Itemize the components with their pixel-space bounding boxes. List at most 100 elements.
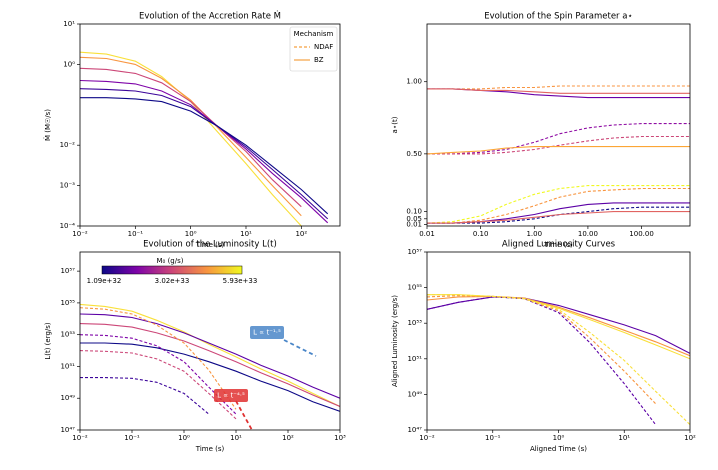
x-tick-label: 1.00: [526, 230, 542, 238]
plot-area: [80, 303, 340, 420]
data-line: [80, 307, 237, 410]
data-line: [80, 303, 340, 407]
x-tick-label: 0.01: [419, 230, 435, 238]
y-tick-label: 10⁵⁷: [407, 248, 422, 256]
data-line: [427, 187, 690, 224]
y-tick-label: 1.00: [406, 78, 422, 86]
x-tick-label: 10⁻²: [72, 434, 88, 442]
colorbar-label: 5.93e+33: [223, 277, 258, 285]
data-line: [427, 295, 690, 357]
data-line: [427, 123, 690, 155]
legend-label: NDAF: [314, 43, 333, 51]
chart-title: Evolution of the Accretion Rate Ṁ: [139, 11, 281, 22]
chart-title: Evolution of the Spin Parameter a⋆: [484, 12, 633, 22]
y-axis-label: Ṁ (M☉/s): [43, 109, 52, 141]
data-line: [80, 97, 329, 215]
data-line: [427, 294, 690, 425]
y-tick-label: 0.50: [406, 150, 422, 158]
y-tick-label: 10¹: [63, 20, 75, 28]
data-line: [80, 56, 302, 217]
y-axis-label: Aligned Luminosity (erg/s): [391, 295, 399, 387]
data-line: [80, 51, 302, 226]
chart-title: Evolution of the Luminosity L(t): [143, 240, 277, 250]
y-tick-label: 0.10: [406, 208, 422, 216]
annotation-text: L ∝ t⁻⁴·⁵: [217, 392, 245, 400]
legend-label: BZ: [314, 56, 324, 64]
x-tick-label: 10²: [295, 230, 307, 238]
data-line: [80, 334, 237, 415]
data-line: [427, 185, 690, 224]
y-axis-label: L(t) (erg/s): [44, 322, 52, 360]
y-tick-label: 10⁴⁹: [60, 394, 75, 402]
data-line: [427, 295, 656, 405]
axes-frame: [426, 251, 691, 431]
y-tick-label: 0.05: [406, 215, 422, 223]
data-line: [427, 146, 690, 155]
data-line: [427, 296, 690, 354]
data-line: [80, 377, 210, 415]
x-tick-label: 10⁰: [553, 434, 565, 442]
legend-title: Mechanism: [294, 30, 334, 38]
x-axis-label: Aligned Time (s): [530, 445, 587, 453]
x-tick-label: 10⁻¹: [128, 230, 144, 238]
data-line: [80, 342, 340, 412]
x-tick-label: 10⁰: [185, 230, 197, 238]
x-tick-label: 10²: [282, 434, 294, 442]
annotation-text: L ∝ t⁻¹·⁵: [253, 329, 281, 337]
axes-frame: [426, 23, 691, 227]
x-tick-label: 10⁻¹: [485, 434, 501, 442]
y-tick-label: 10⁴⁷: [407, 426, 422, 434]
y-tick-label: 10⁻³: [60, 182, 76, 190]
x-tick-label: 10²: [684, 434, 696, 442]
y-tick-label: 10⁰: [63, 60, 75, 68]
x-axis-label: Time (s): [195, 241, 225, 249]
x-axis-label: Time (s): [195, 445, 225, 453]
chart-title: Aligned Luminosity Curves: [502, 240, 616, 250]
y-tick-label: 10⁵⁵: [407, 284, 422, 292]
y-tick-label: 10⁴⁷: [60, 426, 75, 434]
annotation-guide: [283, 339, 317, 357]
axes-frame: [79, 251, 341, 431]
y-tick-label: 10⁵⁵: [60, 299, 75, 307]
annotation-box: [250, 326, 284, 339]
annotation-box: [214, 389, 248, 402]
annotation-guide: [235, 400, 253, 431]
data-line: [80, 323, 340, 408]
plot-area: [427, 294, 690, 425]
y-tick-label: 10⁵³: [60, 331, 75, 339]
plot-area: [80, 51, 329, 226]
colorbar-title: M₀ (g/s): [157, 257, 184, 265]
data-line: [427, 294, 690, 360]
y-tick-label: 10⁵¹: [407, 355, 422, 363]
x-axis-label: Time (s): [543, 241, 573, 249]
plot-area: [427, 85, 690, 224]
x-tick-label: 10¹: [240, 230, 252, 238]
data-line: [427, 85, 690, 90]
x-tick-label: 0.10: [473, 230, 489, 238]
data-line: [80, 67, 302, 208]
x-tick-label: 10¹: [618, 434, 630, 442]
y-tick-label: 10⁻²: [60, 141, 76, 149]
x-tick-label: 10¹: [230, 434, 242, 442]
x-tick-label: 100.00: [629, 230, 654, 238]
data-line: [80, 350, 237, 420]
axes-frame: [79, 23, 341, 227]
data-line: [80, 79, 329, 224]
x-tick-label: 10.00: [578, 230, 598, 238]
x-tick-label: 10⁰: [178, 434, 190, 442]
colorbar-label: 3.02e+33: [155, 277, 190, 285]
x-tick-label: 10⁻¹: [124, 434, 140, 442]
data-line: [427, 202, 690, 224]
y-tick-label: 10⁵³: [407, 319, 422, 327]
x-tick-label: 10³: [334, 434, 346, 442]
y-tick-label: 10⁵⁷: [60, 267, 75, 275]
data-line: [427, 211, 690, 224]
data-line: [427, 296, 657, 425]
y-tick-label: 10⁻⁴: [60, 222, 76, 230]
y-tick-label: 0.01: [406, 221, 422, 229]
x-tick-label: 10⁻²: [72, 230, 88, 238]
y-axis-label: a⋆(t): [391, 116, 399, 133]
x-tick-label: 10⁻²: [419, 434, 435, 442]
